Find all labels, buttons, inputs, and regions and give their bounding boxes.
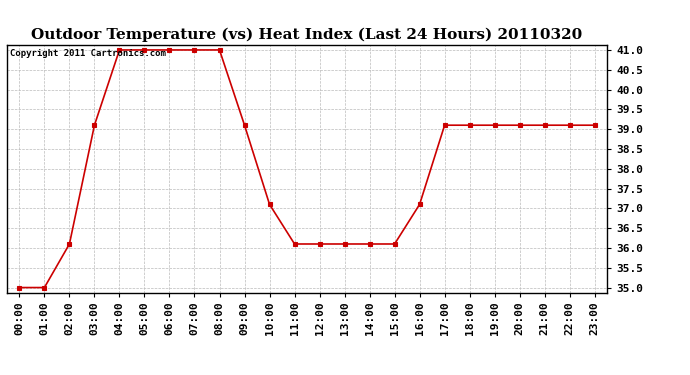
Text: Copyright 2011 Cartronics.com: Copyright 2011 Cartronics.com (10, 49, 166, 58)
Title: Outdoor Temperature (vs) Heat Index (Last 24 Hours) 20110320: Outdoor Temperature (vs) Heat Index (Las… (32, 28, 582, 42)
